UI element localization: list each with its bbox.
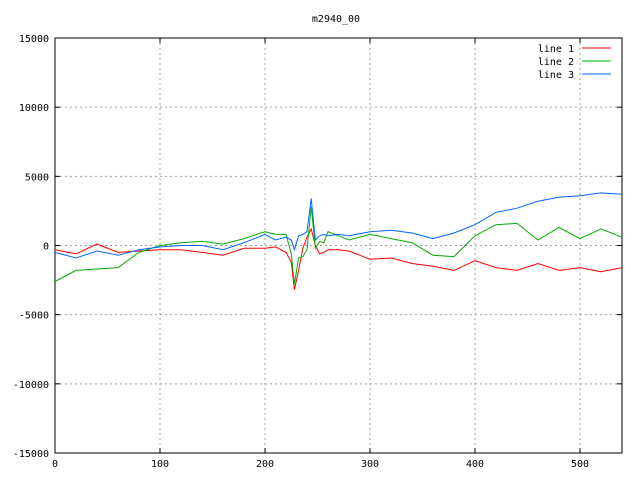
- legend-label: line 3: [538, 70, 574, 81]
- y-tick-label: -10000: [13, 380, 49, 391]
- x-tick-label: 400: [466, 459, 484, 470]
- y-tick-label: 15000: [19, 34, 49, 45]
- x-tick-label: 500: [571, 459, 589, 470]
- legend-label: line 1: [538, 44, 574, 55]
- series-line-3: [54, 192, 623, 259]
- x-tick-label: 200: [256, 459, 274, 470]
- x-tick-label: 100: [151, 459, 169, 470]
- x-tick-label: 300: [361, 459, 379, 470]
- y-tick-label: 10000: [19, 103, 49, 114]
- axes: 0 100 200 300 400 500 -15000 -10000 -5000 0 5000 10…: [13, 34, 623, 470]
- legend: line 1 line 2 line 3: [538, 44, 611, 81]
- y-tick-label: -15000: [13, 449, 49, 460]
- data-series: [54, 192, 623, 290]
- grid: [55, 38, 622, 453]
- series-line-1: [54, 227, 623, 290]
- y-tick-label: 5000: [25, 172, 49, 183]
- x-tick-label: 0: [52, 459, 58, 470]
- y-tick-label: -5000: [19, 311, 49, 322]
- y-tick-label: 0: [43, 242, 49, 253]
- plot-border: [54, 37, 623, 454]
- legend-label: line 2: [538, 57, 574, 68]
- chart-title: m2940_00: [312, 14, 360, 25]
- series-line-2: [54, 206, 623, 285]
